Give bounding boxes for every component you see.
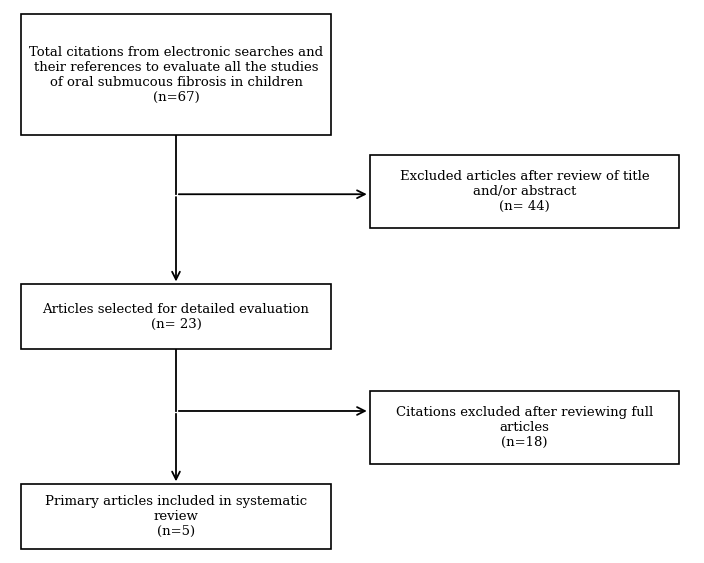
- Text: Total citations from electronic searches and
their references to evaluate all th: Total citations from electronic searches…: [29, 46, 323, 104]
- Bar: [21, 14, 331, 135]
- Text: Primary articles included in systematic
review
(n=5): Primary articles included in systematic …: [45, 495, 307, 538]
- Bar: [370, 391, 679, 464]
- Bar: [21, 284, 331, 349]
- Text: Articles selected for detailed evaluation
(n= 23): Articles selected for detailed evaluatio…: [42, 303, 310, 330]
- Bar: [21, 484, 331, 549]
- Bar: [370, 155, 679, 228]
- Text: Citations excluded after reviewing full
articles
(n=18): Citations excluded after reviewing full …: [396, 406, 653, 449]
- Text: Excluded articles after review of title
and/or abstract
(n= 44): Excluded articles after review of title …: [400, 170, 649, 213]
